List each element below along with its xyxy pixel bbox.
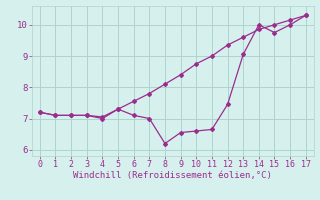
X-axis label: Windchill (Refroidissement éolien,°C): Windchill (Refroidissement éolien,°C) [73,171,272,180]
